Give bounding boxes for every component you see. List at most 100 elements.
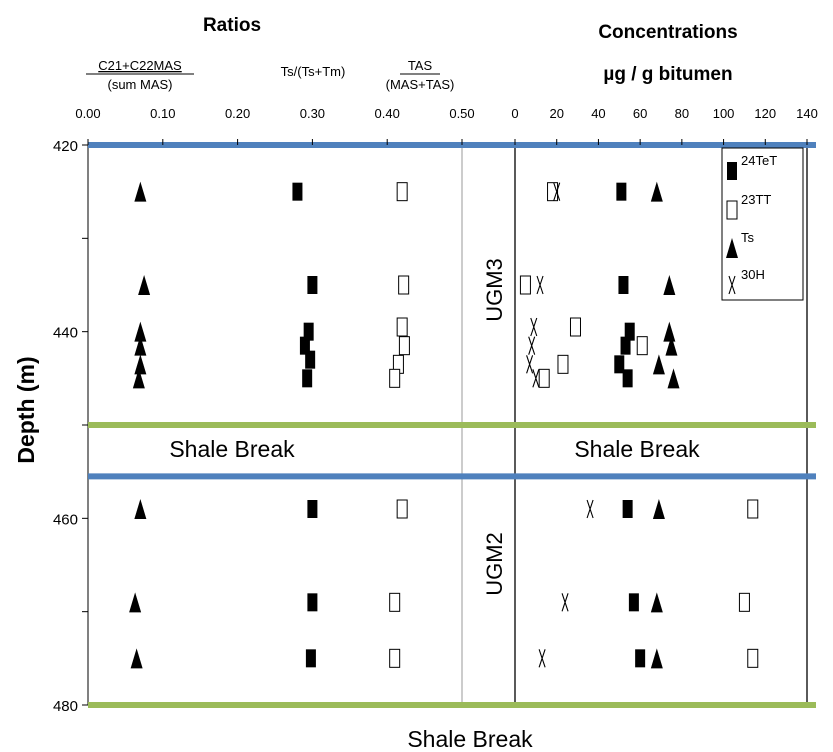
- point-ts: [650, 648, 663, 669]
- boundary-lines: [88, 142, 816, 708]
- point-23tt: [738, 592, 750, 612]
- point-24tet: [628, 593, 639, 612]
- legend-label-23tt: 23TT: [741, 192, 771, 207]
- x-tick-label: 0.10: [150, 106, 175, 121]
- legend-marker-24tet: [727, 162, 737, 180]
- unit-label-ugm3: UGM3: [482, 258, 507, 322]
- y-axis-label: Depth (m): [13, 356, 39, 463]
- x-tick-label: 140: [796, 106, 818, 121]
- mas-label-numerator: C21+C22MAS: [98, 58, 182, 73]
- legend-label-ts: Ts: [741, 230, 755, 245]
- point-mas: [134, 335, 147, 356]
- x-tick-label: 120: [754, 106, 776, 121]
- legend-marker-23tt: [726, 200, 738, 220]
- point-30h: [526, 355, 534, 374]
- ratios-title: Ratios: [203, 15, 261, 36]
- x-tick-label: 0.20: [225, 106, 250, 121]
- point-24tet: [624, 322, 635, 341]
- point-tsm: [305, 350, 316, 369]
- point-30h: [553, 182, 561, 201]
- point-mas: [134, 181, 147, 202]
- point-tsm: [307, 276, 318, 294]
- shale-break-left: Shale Break: [169, 436, 295, 462]
- point-tas: [389, 592, 401, 612]
- y-tick-label: 420: [53, 138, 78, 155]
- point-23tt: [747, 648, 759, 668]
- mas-label-denominator: (sum MAS): [108, 77, 173, 92]
- data-marks: [129, 181, 759, 669]
- point-30h: [561, 593, 569, 612]
- point-ts: [663, 321, 676, 342]
- legend: 24TeT 23TT Ts 30H: [721, 147, 804, 301]
- point-24tet: [616, 182, 627, 201]
- unit-label-ugm2: UGM2: [482, 532, 507, 596]
- point-30h: [536, 275, 544, 295]
- x-tick-label: 0.50: [449, 106, 474, 121]
- point-30h: [586, 499, 594, 519]
- x-tick-label: 0.00: [75, 106, 100, 121]
- point-ts: [650, 592, 663, 613]
- x-tick-label: 0.40: [375, 106, 400, 121]
- y-tick-label: 460: [53, 511, 78, 528]
- point-tas: [396, 317, 408, 337]
- point-ts: [665, 335, 678, 356]
- point-24tet: [635, 649, 646, 668]
- point-mas: [129, 592, 142, 613]
- point-30h: [532, 369, 540, 388]
- point-ts: [663, 275, 676, 295]
- legend-marker-ts: [726, 238, 738, 258]
- point-tsm: [303, 322, 314, 341]
- point-tas: [389, 648, 401, 668]
- point-24tet: [614, 355, 625, 374]
- point-24tet: [622, 369, 633, 388]
- point-23tt: [557, 354, 569, 374]
- concentrations-subtitle: µg / g bitumen: [603, 64, 732, 85]
- tas-label-numerator: TAS: [408, 58, 433, 73]
- tas-label-denominator: (MAS+TAS): [386, 77, 455, 92]
- legend-label-24tet: 24TeT: [741, 153, 777, 168]
- point-tsm: [292, 182, 303, 201]
- x-tick-label: 100: [713, 106, 735, 121]
- x-tick-label: 0.30: [300, 106, 325, 121]
- y-tick-label: 440: [53, 325, 78, 342]
- point-mas: [134, 321, 147, 342]
- point-23tt: [747, 499, 759, 519]
- x-tick-label: 80: [675, 106, 689, 121]
- point-23tt: [519, 275, 531, 295]
- x-tick-label: 20: [549, 106, 563, 121]
- point-tas: [398, 336, 410, 356]
- axes: 0.00 0.10 0.20 0.30 0.40 0.50 0 20 40 60 80 100 120 1…: [53, 106, 818, 715]
- point-tsm: [299, 336, 310, 355]
- point-23tt: [538, 368, 550, 388]
- point-30h: [538, 649, 546, 668]
- concentrations-title: Concentrations: [598, 22, 737, 43]
- point-mas: [130, 648, 143, 669]
- shale-break-right: Shale Break: [574, 436, 700, 462]
- point-mas: [132, 368, 145, 389]
- point-24tet: [622, 500, 633, 518]
- point-tsm: [307, 593, 318, 612]
- point-tsm: [305, 649, 316, 668]
- point-30h: [528, 336, 536, 355]
- point-30h: [530, 317, 538, 337]
- point-tsm: [302, 369, 313, 388]
- point-mas: [138, 275, 151, 295]
- point-tas: [398, 275, 410, 295]
- point-ts: [652, 499, 665, 519]
- point-tas: [396, 182, 408, 202]
- y-tick-label: 480: [53, 698, 78, 715]
- x-tick-label: 0: [511, 106, 518, 121]
- point-ts: [652, 354, 665, 375]
- x-tick-label: 60: [633, 106, 647, 121]
- point-tsm: [307, 500, 318, 518]
- point-24tet: [620, 336, 631, 355]
- point-23tt: [547, 182, 559, 202]
- point-mas: [134, 354, 147, 375]
- point-23tt: [636, 336, 648, 356]
- tsm-label: Ts/(Ts+Tm): [281, 64, 346, 79]
- point-tas: [389, 368, 401, 388]
- x-tick-label: 40: [591, 106, 605, 121]
- shale-break-bottom: Shale Break: [407, 726, 533, 752]
- point-ts: [667, 368, 680, 389]
